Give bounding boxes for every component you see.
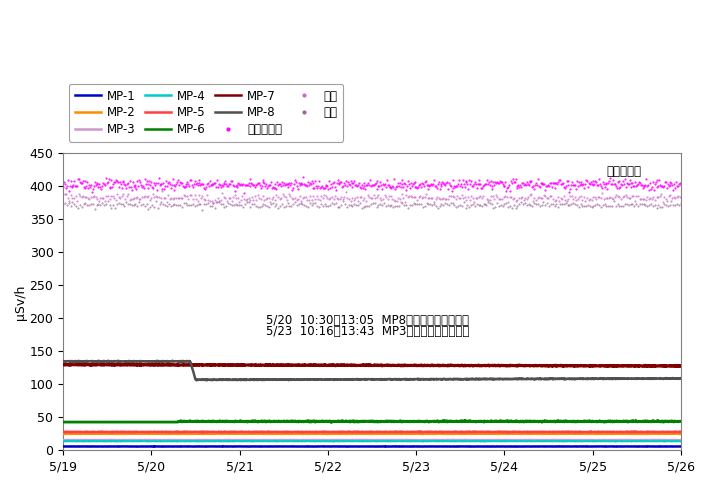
Legend: MP-1, MP-2, MP-3, MP-4, MP-5, MP-6, MP-7, MP-8, 事務本館南, 正門, 西門: MP-1, MP-2, MP-3, MP-4, MP-5, MP-6, MP-7… [69,84,343,142]
Text: 5/23  10:16～13:43  MP3検出器の除染等実施: 5/23 10:16～13:43 MP3検出器の除染等実施 [266,325,470,338]
Text: 5/20  10:30～13:05  MP8検出器の除染等実施: 5/20 10:30～13:05 MP8検出器の除染等実施 [266,314,469,327]
Y-axis label: μSv/h: μSv/h [14,284,27,320]
Text: 事務本館南: 事務本館南 [607,164,641,178]
